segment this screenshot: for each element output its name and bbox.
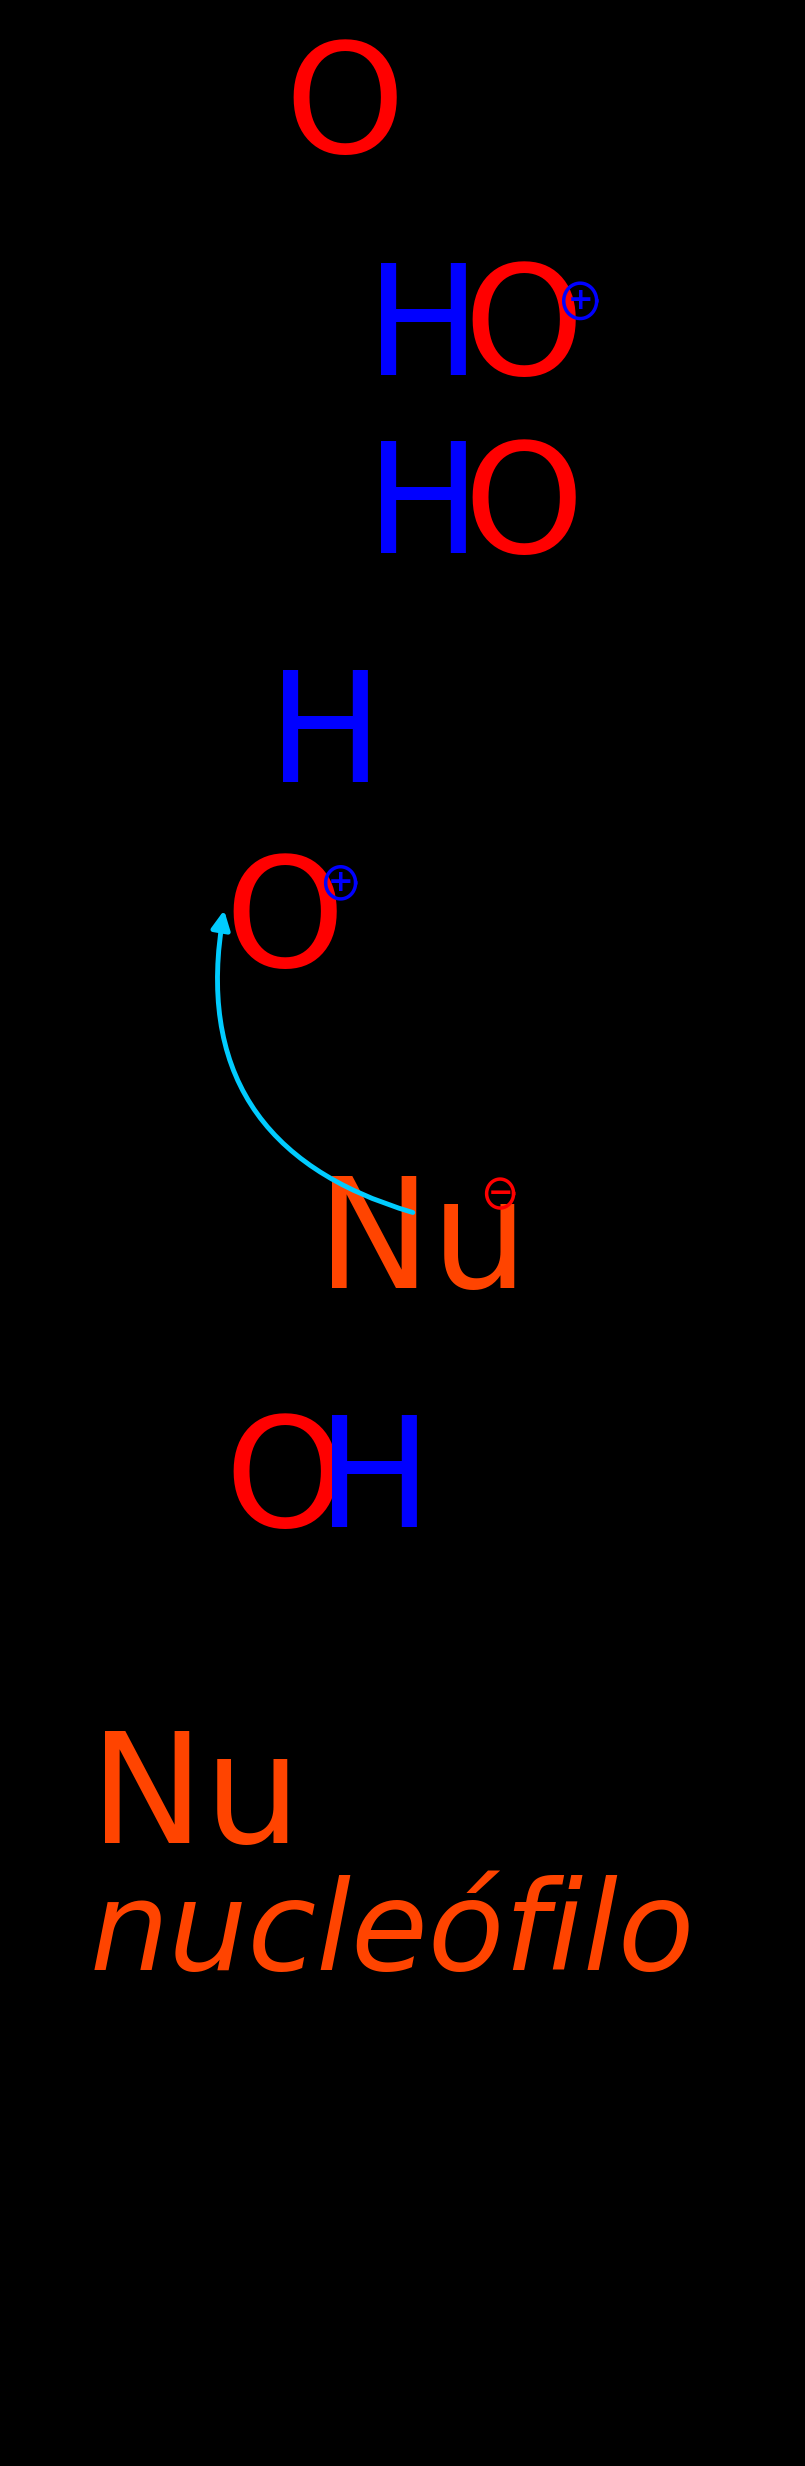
Text: H: H <box>317 1411 431 1559</box>
Text: O: O <box>464 436 584 584</box>
Text: O: O <box>464 259 584 407</box>
Text: O: O <box>225 1411 345 1559</box>
Text: Nu: Nu <box>317 1171 529 1319</box>
Text: −: − <box>487 1179 513 1208</box>
Text: H: H <box>365 436 481 584</box>
Text: +: + <box>568 286 593 316</box>
Text: Nu: Nu <box>90 1726 301 1874</box>
Text: O: O <box>284 37 405 185</box>
Text: H: H <box>365 259 481 407</box>
Text: +: + <box>328 868 353 898</box>
Text: H: H <box>268 666 383 814</box>
Text: nucleófilo: nucleófilo <box>90 1874 696 1997</box>
Text: O: O <box>225 851 345 999</box>
